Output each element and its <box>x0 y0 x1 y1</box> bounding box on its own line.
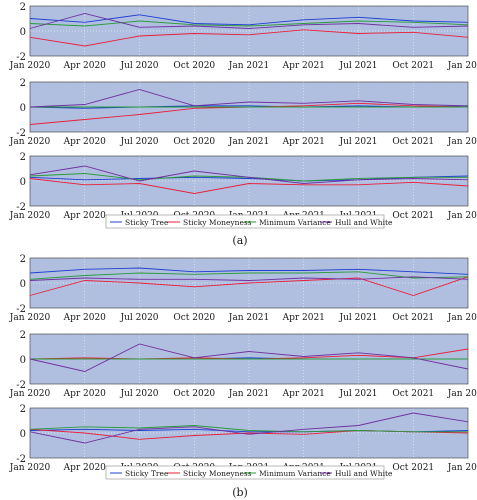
subplot-frame <box>29 155 469 207</box>
legend-entry: Sticky Tree <box>125 469 169 478</box>
x-tick-label: Jan 2022 <box>447 463 477 473</box>
y-tick-label: 0 <box>20 429 26 440</box>
x-tick-label: Jan 2022 <box>447 389 477 399</box>
x-tick-label: Jan 2021 <box>228 389 270 399</box>
x-tick-label: Apr 2020 <box>63 389 107 399</box>
y-tick-label: 2 <box>20 152 26 163</box>
x-tick-label: Jul 2021 <box>338 389 377 399</box>
series-line-hull-and-white <box>29 89 469 108</box>
legend-entry: Sticky Tree <box>125 218 169 227</box>
x-tick-label: Jul 2020 <box>119 313 158 323</box>
x-tick-label: Jan 2020 <box>9 137 51 147</box>
series-line-sticky-moneyness <box>29 29 469 47</box>
x-tick-label: Apr 2020 <box>63 313 107 323</box>
x-tick-label: Jul 2020 <box>119 137 158 147</box>
x-tick-label: Apr 2021 <box>282 389 325 399</box>
series-line-hull-and-white <box>29 13 469 29</box>
x-tick-label: Apr 2020 <box>63 61 107 71</box>
y-tick-label: -2 <box>16 128 26 139</box>
y-tick-label: 0 <box>20 279 26 290</box>
x-tick-label: Oct 2021 <box>392 61 434 71</box>
x-tick-label: Jan 2020 <box>9 463 51 473</box>
y-tick-label: 2 <box>20 78 26 89</box>
y-tick-label: 0 <box>20 27 26 38</box>
legend-entry: Hull and White <box>335 218 393 227</box>
y-tick-label: -2 <box>16 380 26 391</box>
x-tick-label: Jan 2021 <box>228 61 270 71</box>
x-tick-label: Oct 2021 <box>392 463 434 473</box>
x-tick-label: Jan 2020 <box>9 211 51 221</box>
x-tick-label: Jul 2020 <box>119 389 158 399</box>
series-line-sticky-moneyness <box>29 276 469 296</box>
x-tick-label: Apr 2020 <box>63 463 107 473</box>
x-tick-label: Jan 2020 <box>9 389 51 399</box>
series-line-minimum-variance <box>29 20 469 27</box>
legend-entry: Sticky Moneyness <box>183 469 252 478</box>
panel-label-a: (a) <box>232 234 247 247</box>
x-tick-label: Apr 2020 <box>63 211 107 221</box>
series-line-hull-and-white <box>29 412 469 444</box>
x-tick-label: Oct 2020 <box>173 61 215 71</box>
legend-entry: Minimum Variance <box>259 469 331 478</box>
x-tick-label: Jan 2022 <box>447 137 477 147</box>
series-line-hull-and-white <box>29 343 469 372</box>
series-line-hull-and-white <box>29 276 469 281</box>
x-tick-label: Jul 2021 <box>338 137 377 147</box>
x-tick-label: Jan 2022 <box>447 61 477 71</box>
x-tick-label: Oct 2021 <box>392 211 434 221</box>
x-tick-label: Apr 2021 <box>282 137 325 147</box>
y-tick-label: 2 <box>20 404 26 415</box>
series-line-hull-and-white <box>29 165 469 184</box>
series-line-sticky-tree <box>29 14 469 26</box>
x-tick-label: Oct 2020 <box>173 389 215 399</box>
y-tick-label: -2 <box>16 202 26 213</box>
y-tick-label: 0 <box>20 177 26 188</box>
y-tick-label: -2 <box>16 454 26 465</box>
y-tick-label: -2 <box>16 52 26 63</box>
x-tick-label: Oct 2020 <box>173 137 215 147</box>
y-tick-label: 2 <box>20 254 26 265</box>
x-tick-label: Jan 2021 <box>228 313 270 323</box>
x-tick-label: Oct 2021 <box>392 313 434 323</box>
x-tick-label: Oct 2021 <box>392 389 434 399</box>
panel-label-b: (b) <box>232 486 248 499</box>
y-tick-label: 2 <box>20 2 26 13</box>
x-tick-label: Apr 2020 <box>63 137 107 147</box>
y-tick-label: 0 <box>20 355 26 366</box>
x-tick-label: Jul 2021 <box>338 61 377 71</box>
legend-entry: Hull and White <box>335 469 393 478</box>
legend-entry: Minimum Variance <box>259 218 331 227</box>
series-line-minimum-variance <box>29 425 468 433</box>
y-tick-label: -2 <box>16 304 26 315</box>
x-tick-label: Jan 2021 <box>228 137 270 147</box>
x-tick-label: Jan 2022 <box>447 313 477 323</box>
x-tick-label: Oct 2021 <box>392 137 434 147</box>
subplot-frame <box>29 257 469 309</box>
y-tick-label: 0 <box>20 103 26 114</box>
x-tick-label: Jan 2020 <box>9 313 51 323</box>
x-tick-label: Jul 2020 <box>119 61 158 71</box>
subplot-frame <box>29 5 469 57</box>
series-line-minimum-variance <box>29 271 469 280</box>
x-tick-label: Apr 2021 <box>282 61 325 71</box>
series-line-sticky-tree <box>29 267 469 275</box>
x-tick-label: Jan 2020 <box>9 61 51 71</box>
x-tick-label: Apr 2021 <box>282 313 325 323</box>
x-tick-label: Jan 2022 <box>447 211 477 221</box>
x-tick-label: Oct 2020 <box>173 313 215 323</box>
series-line-sticky-moneyness <box>29 178 469 194</box>
legend-entry: Sticky Moneyness <box>183 218 252 227</box>
y-tick-label: 2 <box>20 330 26 341</box>
x-tick-label: Jul 2021 <box>338 313 377 323</box>
